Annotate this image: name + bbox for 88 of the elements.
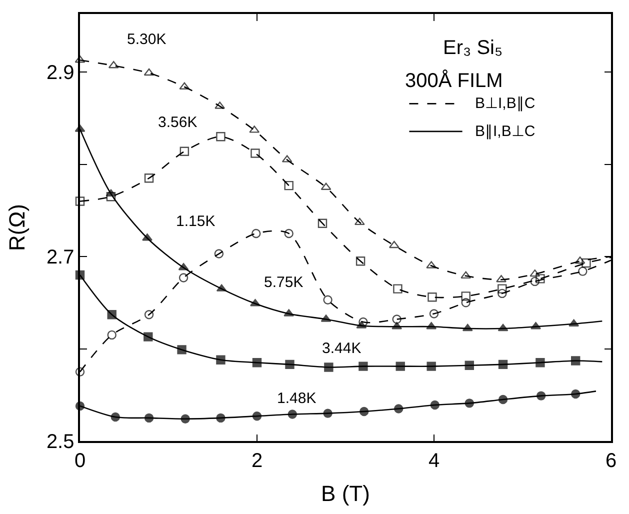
- point: [498, 288, 507, 298]
- x-tick-label: 4: [428, 450, 440, 472]
- point: [216, 355, 226, 364]
- point: [536, 391, 546, 400]
- point: [252, 358, 262, 368]
- point: [323, 295, 332, 304]
- point: [464, 360, 474, 370]
- point: [177, 345, 186, 354]
- point: [144, 68, 154, 76]
- point: [250, 298, 260, 306]
- point: [144, 174, 154, 183]
- point: [144, 332, 153, 342]
- point: [323, 408, 332, 418]
- annotation: B∥I,B⊥C: [475, 123, 536, 140]
- point: [318, 218, 328, 228]
- series-label: 1.48K: [277, 390, 316, 407]
- point: [536, 274, 545, 284]
- point: [498, 284, 507, 294]
- y-tick-label: 2.7: [46, 246, 74, 269]
- point: [356, 256, 366, 266]
- x-tick-label: 0: [74, 450, 86, 472]
- point: [106, 192, 116, 202]
- point: [430, 400, 440, 410]
- point: [396, 362, 405, 371]
- point: [428, 292, 437, 302]
- point: [75, 367, 85, 376]
- point: [530, 276, 540, 286]
- y-axis-title: R(Ω): [4, 204, 30, 251]
- x-axis-title: B (T): [321, 481, 370, 506]
- point: [498, 324, 508, 332]
- point: [536, 358, 545, 368]
- x-tick-label: 6: [605, 450, 617, 472]
- point: [530, 322, 541, 330]
- point: [571, 389, 580, 399]
- point: [461, 298, 470, 308]
- point: [180, 414, 190, 424]
- point: [359, 406, 369, 416]
- point: [498, 360, 508, 370]
- y-tick-label: 2.5: [46, 431, 74, 453]
- point: [388, 240, 400, 248]
- point: [496, 275, 506, 282]
- point: [252, 228, 261, 238]
- series-label: 1.15K: [176, 213, 216, 230]
- point: [394, 404, 404, 414]
- point: [178, 273, 188, 282]
- point: [354, 218, 365, 226]
- point: [393, 284, 402, 294]
- point: [216, 413, 226, 423]
- point: [216, 132, 226, 142]
- point: [142, 234, 152, 241]
- point: [284, 180, 294, 190]
- point: [110, 412, 120, 422]
- point: [461, 292, 470, 301]
- point: [180, 146, 190, 156]
- point: [107, 310, 116, 320]
- point: [392, 314, 402, 324]
- point: [429, 309, 439, 318]
- point: [250, 148, 260, 158]
- point: [285, 360, 294, 370]
- point: [288, 410, 297, 419]
- text: 300Å FILM: [405, 69, 503, 92]
- point: [426, 362, 436, 371]
- point: [252, 412, 262, 421]
- point: [462, 324, 473, 332]
- point: [578, 266, 588, 276]
- point: [144, 413, 154, 423]
- point: [324, 362, 334, 372]
- point: [358, 317, 368, 327]
- point: [144, 310, 154, 320]
- y-tick-label: 2.9: [46, 62, 74, 84]
- point: [460, 271, 472, 279]
- point: [358, 362, 368, 371]
- point: [582, 258, 591, 268]
- point: [464, 398, 474, 408]
- series-label: 5.30K: [127, 31, 166, 48]
- series-label: 5.75K: [264, 274, 304, 291]
- point: [75, 196, 85, 206]
- point: [498, 394, 508, 404]
- point: [107, 330, 116, 340]
- x-tick-label: 2: [251, 450, 263, 472]
- text: Er₃ Si₅: [443, 37, 503, 59]
- series-label: 3.56K: [158, 114, 198, 131]
- point: [214, 249, 224, 258]
- annotation: B⊥I,B∥C: [475, 95, 536, 112]
- point: [530, 269, 540, 277]
- point: [571, 356, 580, 366]
- series-label: 3.44K: [322, 340, 362, 357]
- point: [284, 228, 294, 238]
